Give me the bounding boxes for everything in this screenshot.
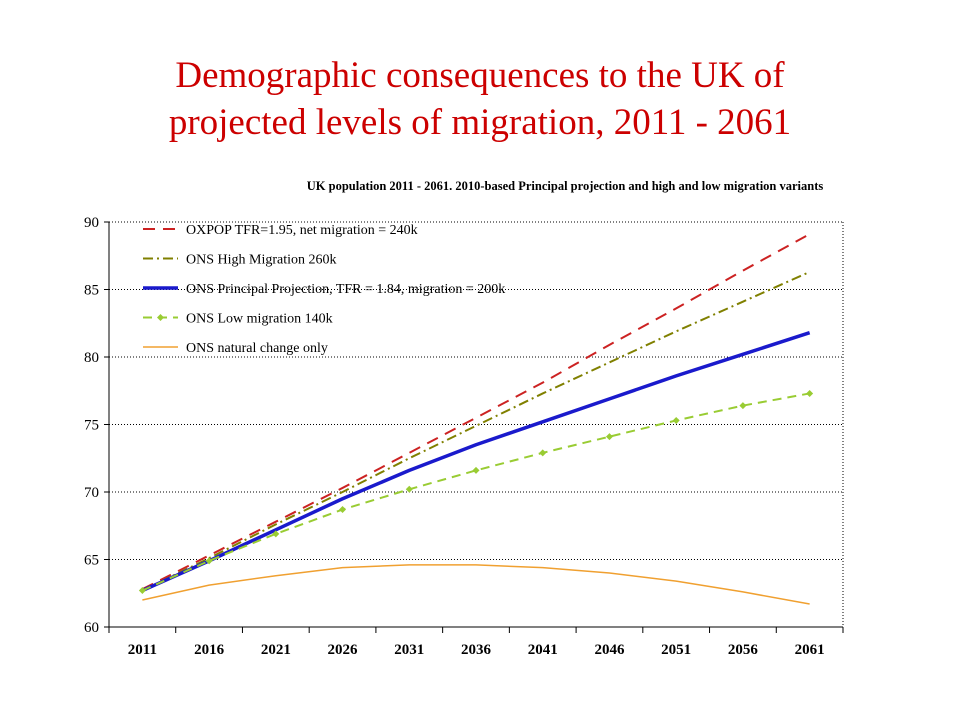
series-line-3 — [141, 392, 810, 592]
series-line-2 — [141, 331, 811, 593]
y-tick-label: 85 — [84, 283, 99, 299]
x-tick-label: 2056 — [728, 642, 759, 658]
x-tick-label: 2021 — [261, 642, 291, 658]
y-tick-label: 90 — [84, 215, 99, 231]
chart-title: UK population 2011 - 2061. 2010-based Pr… — [307, 179, 824, 193]
x-tick-label: 2026 — [328, 642, 359, 658]
x-tick-label: 2031 — [394, 642, 424, 658]
x-tick-label: 2036 — [461, 642, 492, 658]
series-marker — [472, 466, 480, 474]
legend-label-0: OXPOP TFR=1.95, net migration = 240k — [186, 223, 418, 238]
x-tick-label: 2051 — [661, 642, 691, 658]
series-marker — [405, 485, 413, 493]
y-tick-label: 60 — [84, 620, 99, 636]
legend-label-1: ONS High Migration 260k — [186, 253, 337, 268]
legend: OXPOP TFR=1.95, net migration = 240k ONS … — [143, 223, 505, 356]
y-tick-label: 65 — [84, 553, 99, 569]
series-marker — [138, 587, 146, 595]
series-line-0 — [141, 233, 811, 591]
y-tick-label: 80 — [84, 350, 99, 366]
series-marker — [739, 402, 747, 410]
axes: 60 65 70 75 80 85 90 2011 2016 2021 2026 2031 2036 20… — [84, 215, 844, 658]
y-tick-label: 75 — [84, 418, 99, 434]
series-marker — [272, 530, 280, 538]
x-tick-label: 2046 — [594, 642, 625, 658]
legend-marker — [157, 314, 164, 321]
legend-label-2: ONS Principal Projection, TFR = 1.84, mi… — [186, 282, 505, 297]
series-lines — [138, 233, 814, 605]
y-tick-label: 70 — [84, 485, 99, 501]
series-marker — [539, 449, 547, 457]
grid-lines — [109, 221, 844, 627]
slide-title-line-2: projected levels of migration, 2011 - 20… — [168, 102, 792, 143]
series-marker — [205, 557, 213, 565]
slide-title: Demographic consequences to the UK of pr… — [0, 52, 960, 146]
x-tick-label: 2041 — [528, 642, 558, 658]
slide-title-line-1: Demographic consequences to the UK of — [175, 55, 785, 96]
series-line-4 — [142, 564, 810, 605]
series-marker — [806, 389, 814, 397]
x-tick-label: 2016 — [194, 642, 225, 658]
series-marker — [339, 506, 347, 514]
x-tick-label: 2011 — [128, 642, 157, 658]
legend-label-4: ONS natural change only — [186, 341, 328, 356]
series-line-1 — [141, 271, 811, 592]
series-marker — [605, 433, 613, 441]
x-tick-label: 2061 — [795, 642, 825, 658]
legend-label-3: ONS Low migration 140k — [186, 312, 333, 327]
series-marker — [672, 416, 680, 424]
